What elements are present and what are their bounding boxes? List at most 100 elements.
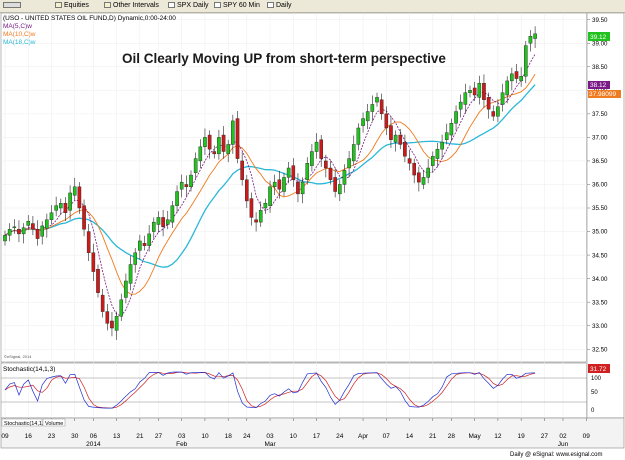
grid bbox=[1, 13, 587, 418]
candle-body bbox=[379, 99, 384, 115]
candle-body bbox=[3, 235, 7, 242]
candlesticks bbox=[3, 26, 537, 340]
candle-body bbox=[458, 101, 463, 110]
candle-body bbox=[510, 73, 514, 82]
price-tick-label: 39.50 bbox=[592, 17, 608, 24]
candle-body bbox=[444, 132, 449, 140]
toolbar-nav[interactable] bbox=[3, 0, 23, 12]
candle-body bbox=[426, 167, 430, 178]
date-label: 10 bbox=[290, 433, 298, 440]
date-label: 18 bbox=[225, 433, 233, 440]
candle-body bbox=[477, 83, 482, 98]
candle-body bbox=[21, 227, 26, 235]
toolbar-equities[interactable]: Equities bbox=[55, 0, 89, 12]
toolbar-spy-60min[interactable]: SPY 60 Min bbox=[214, 0, 260, 12]
candle-body bbox=[142, 243, 147, 246]
candle-body bbox=[165, 219, 170, 225]
candle-body bbox=[310, 151, 314, 166]
chart-icon bbox=[214, 2, 221, 8]
price-tick-label: 32.50 bbox=[592, 346, 608, 353]
date-label: 09 bbox=[1, 433, 9, 440]
candle-body bbox=[161, 217, 165, 228]
candle-body bbox=[282, 177, 286, 192]
candle-body bbox=[268, 186, 272, 206]
candle-body bbox=[417, 172, 421, 183]
candle-body bbox=[328, 167, 333, 180]
candle-body bbox=[277, 179, 282, 190]
chart-icon bbox=[168, 2, 175, 8]
candle-body bbox=[403, 141, 407, 157]
date-label-month: Mar bbox=[264, 441, 276, 448]
date-label: 02 bbox=[559, 433, 567, 440]
chart-icon bbox=[267, 2, 274, 8]
candle-body bbox=[189, 174, 193, 188]
candle-body bbox=[286, 167, 291, 178]
candle-body bbox=[138, 240, 142, 251]
candle-body bbox=[454, 111, 458, 124]
price-tag-last-text: 39.12 bbox=[590, 34, 607, 41]
date-label: 12 bbox=[494, 433, 502, 440]
price-tick-label: 37.50 bbox=[592, 111, 608, 118]
candle-body bbox=[133, 252, 138, 265]
ma10-label: MA(10,C)w bbox=[3, 31, 36, 38]
date-label: 23 bbox=[48, 433, 56, 440]
candle-body bbox=[351, 144, 356, 162]
candle-body bbox=[370, 104, 375, 112]
tab-stochastic[interactable] bbox=[1, 418, 43, 427]
candle-body bbox=[235, 118, 240, 159]
date-axis: 09 16 23 30 06 13 21 27 03 10 18 24 03 10 17 24 Apr 07 14 2… bbox=[1, 418, 590, 448]
candle-body bbox=[193, 158, 198, 173]
date-label: 27 bbox=[155, 433, 163, 440]
candle-body bbox=[207, 134, 212, 150]
candle-body bbox=[203, 137, 207, 148]
date-label: 06 bbox=[90, 433, 98, 440]
date-label: 30 bbox=[71, 433, 79, 440]
candle-body bbox=[463, 92, 468, 105]
candle-body bbox=[231, 120, 235, 145]
candle-body bbox=[40, 225, 44, 237]
candle-body bbox=[440, 141, 444, 150]
ma5-label: MA(5,C)w bbox=[3, 23, 32, 30]
candle-body bbox=[365, 111, 370, 122]
price-tick-label: 33.00 bbox=[592, 323, 608, 330]
candle-body bbox=[7, 228, 12, 236]
candle-body bbox=[110, 320, 114, 329]
candle-body bbox=[226, 144, 231, 155]
toolbar-daily[interactable]: Daily bbox=[267, 0, 292, 12]
date-label-month: 2014 bbox=[86, 441, 101, 448]
candle-body bbox=[300, 181, 305, 195]
candle-body bbox=[221, 134, 226, 152]
toolbar-spx-daily[interactable]: SPX Daily bbox=[168, 0, 209, 12]
candle-body bbox=[342, 170, 347, 185]
folder-icon bbox=[55, 2, 62, 8]
candle-body bbox=[45, 219, 49, 229]
candle-body bbox=[519, 75, 523, 82]
price-tick-label: 35.50 bbox=[592, 205, 608, 212]
candle-body bbox=[389, 125, 393, 140]
date-label: 24 bbox=[336, 433, 344, 440]
candle-body bbox=[375, 97, 379, 103]
candle-body bbox=[86, 231, 91, 253]
candle-body bbox=[170, 205, 175, 223]
date-label: 13 bbox=[113, 433, 121, 440]
candle-body bbox=[114, 316, 119, 331]
candle-body bbox=[431, 156, 435, 166]
candle-body bbox=[91, 252, 96, 272]
candle-body bbox=[305, 163, 310, 180]
candle-body bbox=[338, 184, 342, 195]
candle-body bbox=[54, 205, 58, 211]
candle-body bbox=[240, 160, 244, 180]
x-axis-panel bbox=[0, 417, 625, 449]
price-axis: 32.50 33.00 33.50 34.00 34.50 35.00 35.50 36.00… bbox=[587, 17, 608, 353]
candle-body bbox=[77, 186, 82, 209]
candle-body bbox=[263, 203, 268, 209]
stochastic-lines bbox=[1, 371, 587, 409]
date-label: 09 bbox=[583, 433, 591, 440]
stochastic-value-text: 31.72 bbox=[590, 366, 607, 373]
candle-body bbox=[100, 294, 105, 312]
date-label: 21 bbox=[136, 433, 144, 440]
toolbar-other-intervals[interactable]: Other Intervals bbox=[104, 0, 159, 12]
price-panel bbox=[0, 12, 588, 363]
date-label: 27 bbox=[541, 433, 549, 440]
tab-volume[interactable] bbox=[42, 418, 66, 427]
